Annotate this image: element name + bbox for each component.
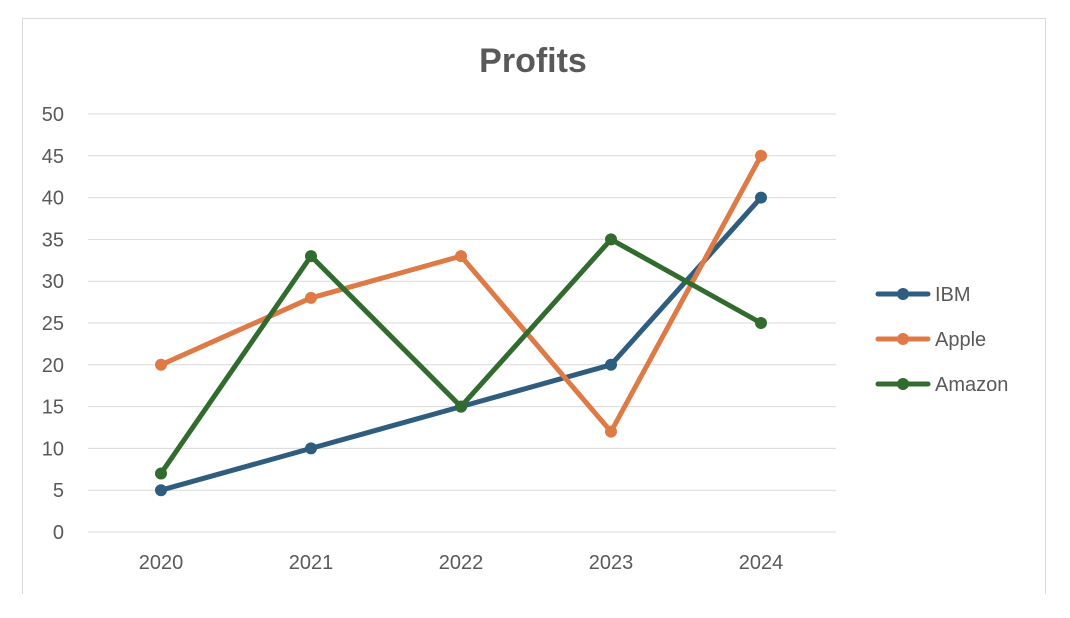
data-point: [155, 484, 167, 497]
data-point: [605, 425, 617, 438]
data-point: [155, 358, 167, 371]
chart-title: Profits: [479, 42, 587, 80]
y-axis-ticks: 0 5 10 15 20 25 30 35 40 45 50: [42, 104, 64, 544]
series-apple: [155, 149, 767, 438]
y-tick-label: 20: [42, 355, 64, 377]
y-tick-label: 35: [42, 229, 64, 251]
legend-item-apple: Apple: [875, 329, 986, 351]
x-tick-label: 2021: [289, 552, 334, 574]
y-tick-label: 40: [42, 188, 64, 210]
y-tick-label: 50: [42, 104, 64, 126]
data-point: [755, 191, 767, 204]
data-point: [605, 358, 617, 371]
series-ibm: [155, 191, 767, 497]
x-axis-ticks: 2020 2021 2022 2023 2024: [139, 552, 784, 574]
data-point: [305, 250, 317, 263]
y-tick-label: 15: [42, 397, 64, 419]
x-tick-label: 2023: [589, 552, 634, 574]
data-point: [455, 250, 467, 263]
legend-marker: [897, 288, 909, 300]
legend-marker: [897, 333, 909, 345]
series-amazon: [155, 233, 767, 480]
legend-label: Apple: [935, 329, 986, 351]
legend-label: IBM: [935, 284, 971, 306]
y-tick-label: 30: [42, 271, 64, 293]
data-point: [305, 291, 317, 304]
data-point: [605, 233, 617, 246]
legend-marker: [897, 378, 909, 390]
legend: IBM Apple Amazon: [875, 284, 1008, 396]
x-tick-label: 2022: [439, 552, 484, 574]
legend-item-amazon: Amazon: [875, 374, 1008, 396]
series-line: [158, 236, 764, 476]
series-lines: [155, 149, 767, 497]
y-tick-label: 45: [42, 146, 64, 168]
data-point: [455, 400, 467, 413]
data-point: [755, 317, 767, 329]
legend-label: Amazon: [935, 374, 1008, 396]
gridlines: [88, 113, 836, 533]
data-point: [155, 467, 167, 480]
x-tick-label: 2020: [139, 552, 184, 574]
legend-item-ibm: IBM: [875, 284, 971, 306]
x-tick-label: 2024: [739, 552, 784, 574]
y-tick-label: 10: [42, 438, 64, 460]
data-point: [305, 442, 317, 455]
data-point: [755, 149, 767, 162]
y-tick-label: 5: [53, 480, 64, 502]
y-tick-label: 25: [42, 313, 64, 335]
y-tick-label: 0: [53, 522, 64, 544]
